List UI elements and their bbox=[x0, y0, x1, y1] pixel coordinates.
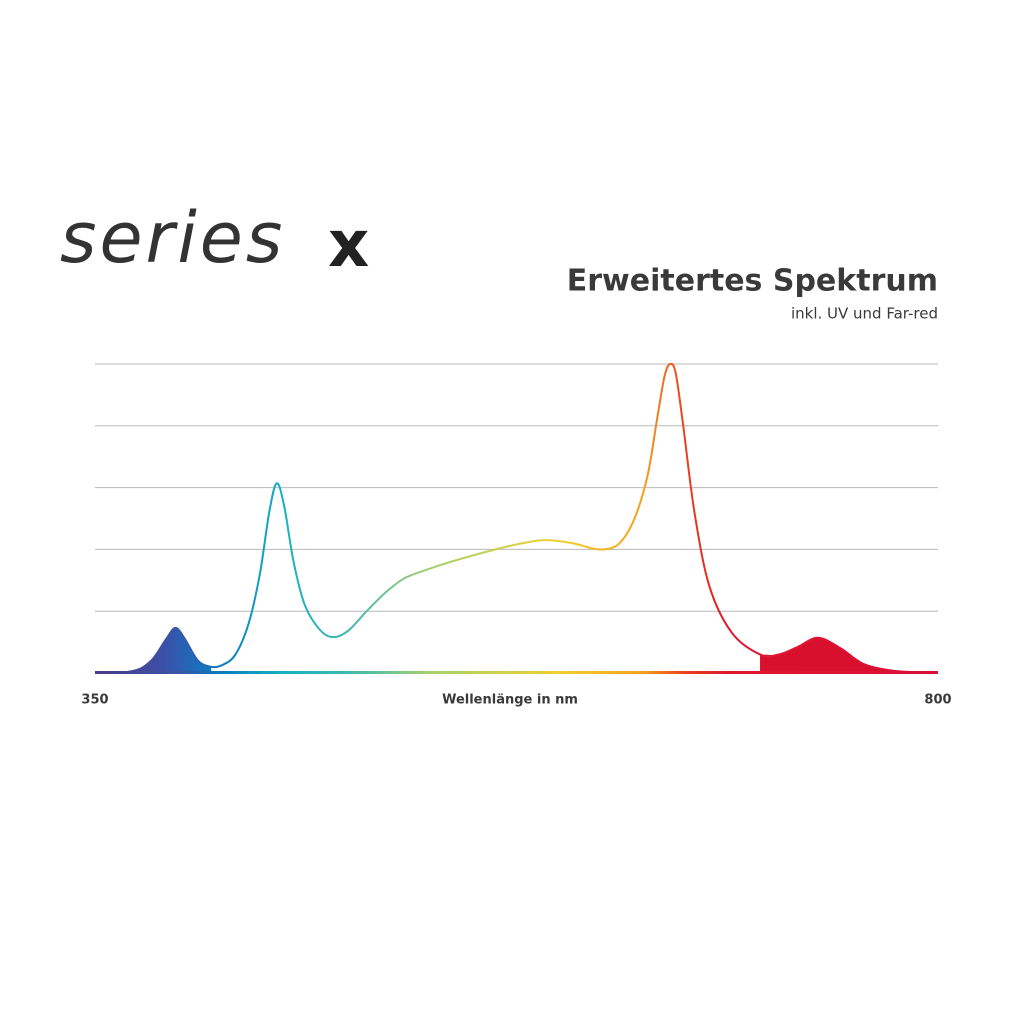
logo-mark: x bbox=[328, 208, 369, 282]
baseline bbox=[95, 671, 938, 674]
spectrum-line bbox=[94, 362, 939, 674]
x-tick-label: 350 bbox=[81, 693, 108, 708]
chart-title: Erweitertes Spektrum bbox=[567, 264, 938, 299]
x-axis-label: Wellenlänge in nm bbox=[442, 693, 578, 708]
spectrum-area bbox=[95, 627, 212, 673]
chart-subtitle: inkl. UV und Far-red bbox=[791, 305, 938, 323]
logo: series bbox=[60, 197, 285, 279]
x-tick-label: 800 bbox=[924, 693, 951, 708]
